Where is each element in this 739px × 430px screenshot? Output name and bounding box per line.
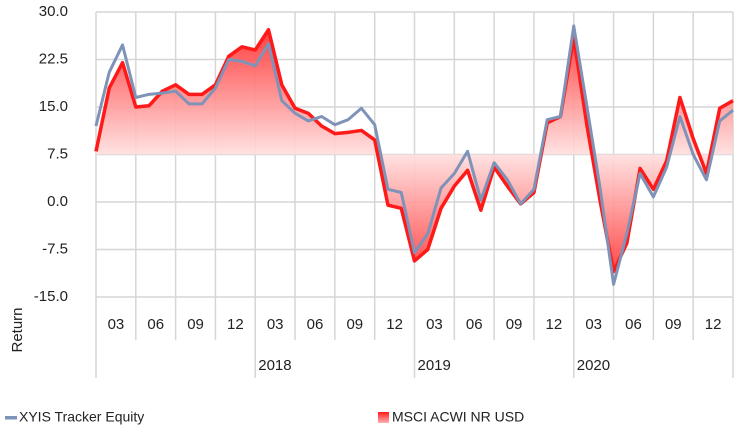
x-tick-label: 09 [665, 316, 682, 333]
x-tick-label: 03 [585, 316, 602, 333]
area [96, 29, 733, 272]
y-axis-title: Return [9, 307, 26, 352]
x-tick-label: 03 [426, 316, 443, 333]
x-tick-label: 12 [386, 316, 403, 333]
y-tick-label: 22.5 [39, 50, 68, 67]
x-tick-label: 06 [625, 316, 642, 333]
y-tick-label: 15.0 [39, 98, 68, 115]
y-tick-label: 0.0 [47, 193, 68, 210]
legend-swatch [5, 416, 17, 420]
year-label: 2018 [258, 357, 291, 374]
y-tick-label: 30.0 [39, 3, 68, 20]
year-label: 2020 [577, 357, 610, 374]
plot [94, 24, 734, 286]
series-line [94, 27, 734, 274]
x-tick-label: 12 [705, 316, 722, 333]
x-tick-label: 09 [346, 316, 363, 333]
x-tick-label: 09 [506, 316, 523, 333]
legend-swatch [378, 412, 389, 423]
legend-label: XYIS Tracker Equity [19, 409, 144, 425]
x-tick-label: 03 [108, 316, 125, 333]
y-tick-label: 7.5 [47, 145, 68, 162]
x-tick-label: 06 [466, 316, 483, 333]
y-tick-label: -15.0 [34, 288, 68, 305]
series-line [94, 24, 734, 286]
x-tick-label: 12 [227, 316, 244, 333]
y-tick-label: -7.5 [42, 240, 68, 257]
x-tick-label: 12 [546, 316, 563, 333]
x-tick-label: 06 [147, 316, 164, 333]
x-tick-label: 06 [307, 316, 324, 333]
x-tick-label: 09 [187, 316, 204, 333]
year-label: 2019 [418, 357, 451, 374]
x-tick-label: 03 [267, 316, 284, 333]
legend-label: MSCI ACWI NR USD [392, 409, 524, 425]
